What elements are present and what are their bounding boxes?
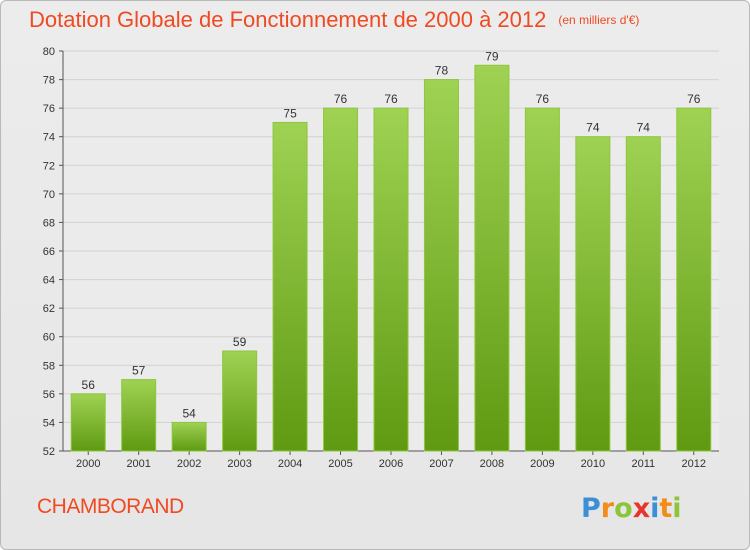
- x-tick-label: 2007: [429, 458, 453, 470]
- x-tick-label: 2004: [278, 458, 302, 470]
- x-tick-label: 2001: [126, 458, 150, 470]
- x-tick-label: 2008: [480, 458, 504, 470]
- bar-2011: [625, 136, 661, 452]
- commune-name: CHAMBORAND: [37, 495, 184, 518]
- x-tick-label: 2005: [328, 458, 352, 470]
- bar-2008: [474, 64, 510, 452]
- y-tick-label: 72: [43, 160, 55, 172]
- bar-2002: [171, 421, 207, 452]
- bar-2005: [323, 107, 359, 452]
- proxiti-logo: Proxiti: [581, 493, 682, 524]
- bar-2000: [70, 393, 106, 452]
- bar-value-label: 59: [233, 335, 247, 349]
- x-tick-label: 2002: [177, 458, 201, 470]
- bar-2010: [575, 136, 611, 452]
- x-tick-label: 2009: [530, 458, 554, 470]
- y-tick-label: 78: [43, 75, 55, 87]
- chart-title-block: Dotation Globale de Fonctionnement de 20…: [29, 7, 639, 33]
- y-tick-label: 68: [43, 217, 55, 229]
- bar-2003: [222, 350, 258, 452]
- y-tick-label: 54: [43, 417, 55, 429]
- svg-text:Proxiti: Proxiti: [581, 493, 682, 524]
- chart-title: Dotation Globale de Fonctionnement de 20…: [29, 7, 547, 32]
- bar-value-label: 76: [687, 92, 701, 106]
- y-tick-label: 76: [43, 103, 55, 115]
- y-tick-label: 64: [43, 275, 55, 287]
- y-tick-label: 66: [43, 246, 55, 258]
- bar-value-label: 79: [485, 49, 499, 63]
- y-tick-label: 62: [43, 303, 55, 315]
- bar-2012: [676, 107, 712, 452]
- bar-value-label: 78: [435, 64, 449, 78]
- y-tick-label: 60: [43, 332, 55, 344]
- chart-subtitle: (en milliers d'€): [558, 13, 640, 27]
- x-tick-label: 2010: [581, 458, 605, 470]
- bar-value-label: 54: [182, 406, 196, 420]
- bar-value-label: 76: [334, 92, 348, 106]
- bar-value-label: 74: [637, 121, 651, 135]
- y-tick-label: 70: [43, 189, 55, 201]
- bar-2007: [423, 79, 459, 452]
- bar-value-label: 57: [132, 364, 146, 378]
- y-tick-label: 74: [43, 132, 55, 144]
- bar-value-label: 75: [283, 106, 297, 120]
- bar-value-label: 56: [82, 378, 96, 392]
- bar-value-label: 76: [536, 92, 550, 106]
- y-tick-label: 80: [43, 46, 55, 58]
- bar-value-label: 74: [586, 121, 600, 135]
- x-tick-label: 2006: [379, 458, 403, 470]
- labels: 2000 56 2001 57 2002 54 2003 59 2004 75 2005 76 2006…: [76, 49, 706, 470]
- bar-2006: [373, 107, 409, 452]
- x-tick-label: 2000: [76, 458, 100, 470]
- x-tick-label: 2011: [631, 458, 655, 470]
- bars: [70, 64, 712, 452]
- bar-2009: [524, 107, 560, 452]
- x-tick-label: 2003: [227, 458, 251, 470]
- x-tick-label: 2012: [682, 458, 706, 470]
- y-tick-label: 56: [43, 389, 55, 401]
- y-tick-label: 52: [43, 446, 55, 458]
- y-tick-label: 58: [43, 360, 55, 372]
- bar-2001: [121, 379, 157, 452]
- bar-value-label: 76: [384, 92, 398, 106]
- bar-2004: [272, 121, 308, 452]
